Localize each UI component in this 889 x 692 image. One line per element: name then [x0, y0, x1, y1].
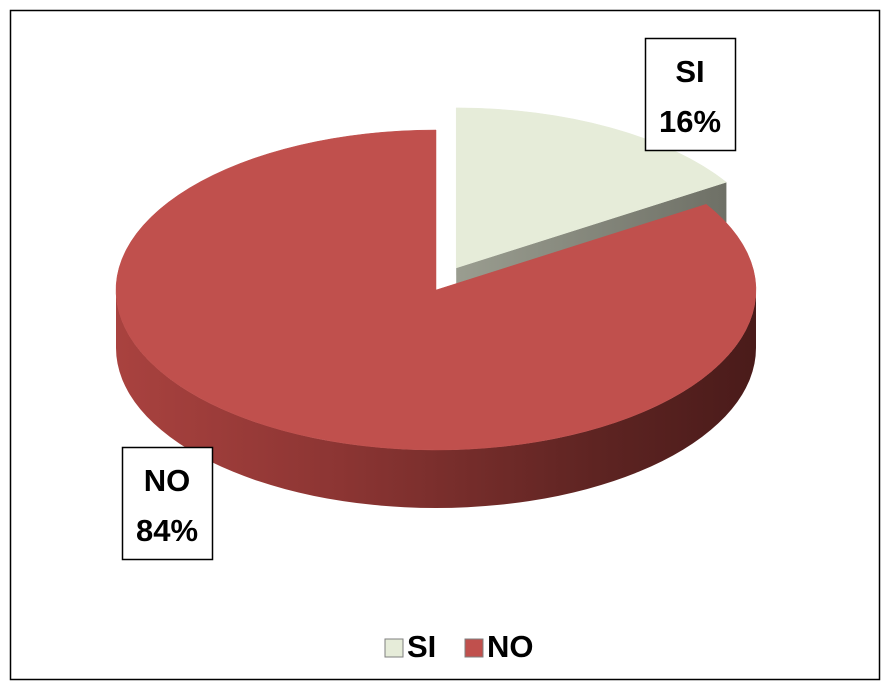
legend: SI NO [384, 629, 534, 664]
legend-label: NO [487, 629, 534, 664]
data-label-category: SI [675, 54, 704, 89]
legend-swatch [384, 638, 404, 658]
slice-side [116, 290, 756, 508]
data-label-box [121, 446, 214, 561]
data-label-value: 84% [136, 513, 198, 548]
pie-slice [115, 129, 757, 451]
data-labels: SI 16% NO 84% [121, 37, 737, 561]
data-label-box [644, 37, 737, 152]
legend-label: SI [407, 629, 436, 664]
legend-swatch [464, 638, 484, 658]
data-label-category: NO [144, 463, 191, 498]
data-label-value: 16% [659, 104, 721, 139]
